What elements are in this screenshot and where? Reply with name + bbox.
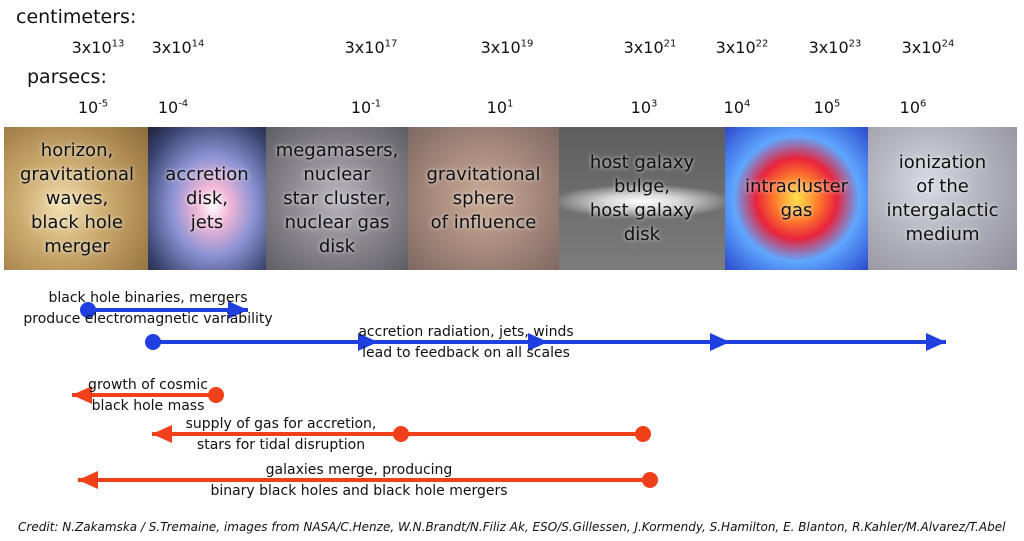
panel-caption: megamasers, nuclear star cluster, nuclea… [275, 139, 399, 257]
arrow-label: accretion radiation, jets, winds lead to… [358, 324, 574, 361]
arrow-dot [635, 426, 651, 442]
centimeters-exponent: 21 [663, 38, 677, 50]
parsecs-value: 10-1 [351, 98, 381, 117]
parsecs-base: 10 [350, 98, 372, 117]
centimeters-base: 3x10 [344, 38, 385, 57]
arrow-dot [642, 472, 658, 488]
panel-caption: intracluster gas [744, 175, 849, 221]
centimeters-exponent: 13 [111, 38, 125, 50]
parsecs-exponent: -5 [98, 98, 109, 110]
centimeters-value: 3x1024 [902, 38, 955, 57]
parsecs-base: 10 [486, 98, 507, 117]
centimeters-base: 3x10 [480, 38, 521, 57]
centimeters-exponent: 22 [755, 38, 769, 50]
centimeters-value: 3x1013 [72, 38, 125, 57]
arrow-label: growth of cosmic black hole mass [88, 377, 208, 414]
parsecs-exponent: 5 [833, 98, 841, 110]
parsecs-label: parsecs: [27, 66, 107, 88]
parsecs-base: 10 [723, 98, 744, 117]
arrow-dot [145, 334, 161, 350]
centimeters-exponent: 23 [848, 38, 862, 50]
arrow-label: black hole binaries, mergers produce ele… [23, 290, 273, 327]
parsecs-base: 10 [630, 98, 651, 117]
arrow-head [228, 301, 248, 319]
parsecs-base: 10 [899, 98, 920, 117]
centimeters-base: 3x10 [901, 38, 942, 57]
centimeters-value: 3x1017 [345, 38, 398, 57]
panel-caption: gravitational sphere of influence [426, 163, 541, 233]
parsecs-exponent: -1 [371, 98, 382, 110]
arrow-head [528, 333, 548, 351]
parsecs-exponent: 1 [506, 98, 514, 110]
parsecs-base: 10 [77, 98, 99, 117]
parsecs-value: 101 [487, 98, 514, 117]
centimeters-base: 3x10 [71, 38, 112, 57]
arrow-head [926, 333, 946, 351]
parsecs-value: 105 [814, 98, 841, 117]
parsecs-base: 10 [813, 98, 834, 117]
image-panel: host galaxy bulge, host galaxy disk [559, 127, 725, 270]
parsecs-base: 10 [157, 98, 179, 117]
image-panel: intracluster gas [725, 127, 868, 270]
arrow-head [710, 333, 730, 351]
centimeters-base: 3x10 [808, 38, 849, 57]
arrow-head [78, 471, 98, 489]
parsecs-value: 104 [724, 98, 751, 117]
parsecs-exponent: 3 [650, 98, 658, 110]
parsecs-exponent: 6 [919, 98, 927, 110]
centimeters-base: 3x10 [715, 38, 756, 57]
arrow-head [152, 425, 172, 443]
panel-caption: horizon, gravitational waves, black hole… [19, 139, 135, 257]
arrow-head [72, 386, 92, 404]
arrow-dot [208, 387, 224, 403]
arrow-dot [80, 302, 96, 318]
centimeters-exponent: 14 [191, 38, 205, 50]
arrow-label: supply of gas for accretion, stars for t… [185, 416, 377, 453]
arrow-dot [393, 426, 409, 442]
panel-caption: accretion disk, jets [165, 163, 249, 233]
parsecs-value: 106 [900, 98, 927, 117]
parsecs-value: 10-5 [78, 98, 108, 117]
image-panel: accretion disk, jets [148, 127, 266, 270]
centimeters-exponent: 19 [520, 38, 534, 50]
parsecs-exponent: 4 [743, 98, 751, 110]
arrow-head [358, 333, 378, 351]
centimeters-base: 3x10 [623, 38, 664, 57]
parsecs-value: 103 [631, 98, 658, 117]
image-panel: megamasers, nuclear star cluster, nuclea… [266, 127, 408, 270]
image-panel: horizon, gravitational waves, black hole… [4, 127, 150, 270]
centimeters-value: 3x1022 [716, 38, 769, 57]
parsecs-value: 10-4 [158, 98, 188, 117]
panel-caption: host galaxy bulge, host galaxy disk [589, 151, 695, 245]
centimeters-label: centimeters: [16, 6, 137, 28]
centimeters-exponent: 24 [941, 38, 955, 50]
image-panel: ionization of the intergalactic medium [868, 127, 1017, 270]
centimeters-value: 3x1019 [481, 38, 534, 57]
panel-caption: ionization of the intergalactic medium [886, 151, 999, 245]
centimeters-value: 3x1021 [624, 38, 677, 57]
credit-line: Credit: N.Zakamska / S.Tremaine, images … [18, 520, 1006, 534]
centimeters-value: 3x1023 [809, 38, 862, 57]
centimeters-exponent: 17 [384, 38, 398, 50]
centimeters-value: 3x1014 [152, 38, 205, 57]
image-panel: gravitational sphere of influence [408, 127, 559, 270]
centimeters-base: 3x10 [151, 38, 192, 57]
arrow-label: galaxies merge, producing binary black h… [210, 462, 508, 499]
parsecs-exponent: -4 [178, 98, 189, 110]
